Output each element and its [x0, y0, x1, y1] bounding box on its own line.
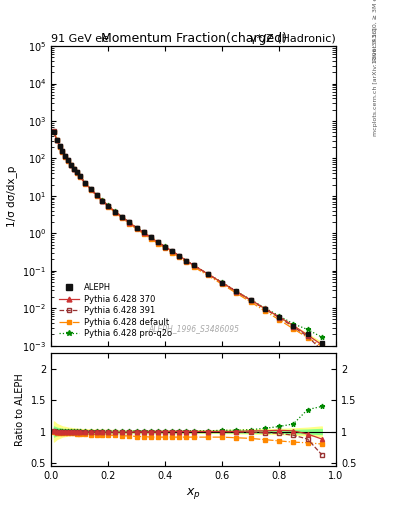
Text: 91 GeV ee: 91 GeV ee [51, 33, 109, 44]
Y-axis label: Ratio to ALEPH: Ratio to ALEPH [15, 373, 25, 446]
Text: mcplots.cern.ch [arXiv:1306.3436]: mcplots.cern.ch [arXiv:1306.3436] [373, 28, 378, 136]
Text: ALEPH_1996_S3486095: ALEPH_1996_S3486095 [148, 325, 239, 334]
Title: Momentum Fraction(charged): Momentum Fraction(charged) [101, 32, 286, 45]
Legend: ALEPH, Pythia 6.428 370, Pythia 6.428 391, Pythia 6.428 default, Pythia 6.428 pr: ALEPH, Pythia 6.428 370, Pythia 6.428 39… [55, 280, 175, 342]
Text: γ*/Z (Hadronic): γ*/Z (Hadronic) [250, 33, 336, 44]
Text: Rivet 3.1.10, ≥ 3M events: Rivet 3.1.10, ≥ 3M events [373, 0, 378, 61]
Y-axis label: 1/σ dσ/dx_p: 1/σ dσ/dx_p [6, 165, 17, 226]
X-axis label: $x_p$: $x_p$ [186, 486, 201, 501]
